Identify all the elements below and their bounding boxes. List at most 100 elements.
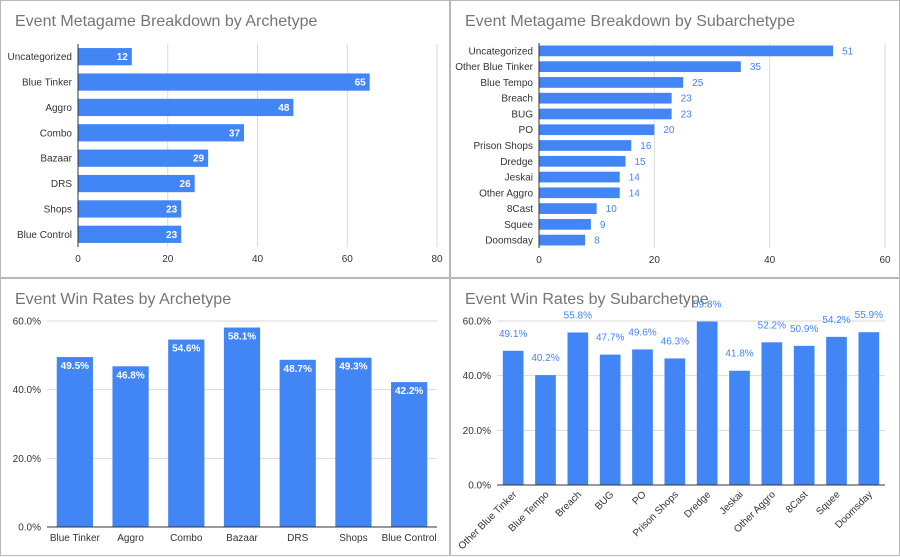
category-label: Blue Tempo (480, 78, 533, 89)
chart-title: Event Metagame Breakdown by Archetype (15, 13, 318, 30)
category-label: Squee (814, 489, 843, 518)
data-label: 49.5% (61, 361, 89, 372)
chart-title: Event Win Rates by Subarchetype (465, 291, 709, 308)
data-label: 48.7% (284, 364, 312, 375)
data-label: 55.8% (564, 310, 592, 321)
data-label: 14 (629, 188, 641, 199)
category-label: Combo (170, 533, 203, 544)
category-label: Doomsday (485, 236, 533, 247)
y-tick-label: 0.0% (468, 481, 491, 492)
bar (391, 382, 428, 527)
data-label: 54.2% (822, 315, 850, 326)
y-tick-label: 40.0% (13, 385, 41, 396)
category-label: Shops (339, 533, 367, 544)
category-label: Dredge (500, 157, 533, 168)
bar (539, 77, 684, 88)
subarchetype-winrate-chart: 0.0% 20.0% 40.0% 60.0% Other Blue Tinker 49.1… (456, 300, 885, 552)
data-label: 9 (600, 220, 606, 231)
category-label: Other Blue Tinker (455, 62, 533, 73)
bar (664, 358, 686, 485)
x-tick-label: 80 (431, 254, 443, 265)
category-label: PO (519, 125, 534, 136)
category-label: Prison Shops (474, 141, 533, 152)
data-label: 20 (663, 125, 675, 136)
bar (539, 203, 597, 214)
chart-panel-subarchetype-breakdown: Event Metagame Breakdown by Subarchetype… (450, 0, 900, 278)
category-label: Other Aggro (479, 188, 533, 199)
category-label: Uncategorized (469, 46, 533, 57)
data-label: 23 (166, 204, 178, 215)
category-label: Squee (504, 220, 533, 231)
bar (56, 357, 93, 527)
chart-title: Event Metagame Breakdown by Subarchetype (465, 13, 795, 30)
category-label: BUG (511, 109, 533, 120)
bar (826, 336, 847, 485)
y-tick-label: 60.0% (13, 317, 41, 328)
bar (535, 375, 556, 485)
y-tick-label: 0.0% (18, 523, 41, 534)
data-label: 14 (629, 173, 641, 184)
category-label: Breach (554, 489, 584, 519)
category-label: Aggro (117, 533, 144, 544)
category-label: BUG (593, 489, 616, 512)
data-label: 23 (681, 109, 693, 120)
bar (78, 48, 132, 66)
bar (567, 332, 589, 485)
data-label: 37 (229, 128, 241, 139)
bar (858, 332, 880, 485)
bar (599, 354, 621, 485)
category-label: DRS (51, 179, 72, 190)
x-tick-label: 60 (879, 255, 891, 266)
data-label: 12 (117, 52, 129, 63)
data-label: 41.8% (725, 349, 753, 360)
bar (502, 350, 524, 485)
bar (279, 359, 316, 527)
bar (539, 140, 632, 151)
category-label: Blue Control (17, 230, 72, 241)
data-label: 49.1% (499, 329, 527, 340)
bar (696, 321, 718, 485)
y-tick-label: 60.0% (463, 317, 491, 328)
bar (539, 218, 591, 230)
bar (793, 345, 815, 485)
chart-title: Event Win Rates by Archetype (15, 291, 232, 308)
bar (539, 108, 672, 120)
bar (539, 124, 655, 136)
data-label: 47.7% (596, 333, 624, 344)
bar (539, 155, 626, 167)
x-tick-label: 0 (536, 255, 542, 266)
x-tick-label: 40 (252, 254, 264, 265)
data-label: 48 (278, 103, 290, 114)
x-tick-label: 60 (342, 254, 354, 265)
category-label: Bazaar (40, 154, 72, 165)
category-label: Blue Tinker (50, 533, 101, 544)
chart-panel-archetype-winrates: Event Win Rates by Archetype 0.0% 20.0% 40… (0, 278, 450, 556)
data-label: 50.9% (790, 324, 818, 335)
data-label: 26 (180, 179, 192, 190)
chart-panel-subarchetype-winrates: Event Win Rates by Subarchetype 0.0% 20.0… (450, 278, 900, 556)
y-tick-label: 20.0% (13, 454, 41, 465)
bar (539, 61, 741, 73)
category-label: Uncategorized (8, 52, 72, 63)
category-label: Shops (44, 204, 72, 215)
category-label: PO (631, 489, 649, 507)
category-label: Aggro (45, 103, 72, 114)
x-tick-label: 20 (162, 254, 174, 265)
x-tick-label: 20 (649, 255, 661, 266)
data-label: 35 (750, 62, 762, 73)
data-label: 49.6% (628, 327, 656, 338)
bar (539, 45, 834, 57)
chart-panel-archetype-breakdown: Event Metagame Breakdown by Archetype 0 2… (0, 0, 450, 278)
category-label: 8Cast (784, 489, 810, 515)
data-label: 23 (681, 94, 693, 105)
data-label: 49.3% (339, 362, 367, 373)
category-label: 8Cast (507, 204, 533, 215)
x-tick-label: 0 (75, 254, 81, 265)
data-label: 16 (640, 141, 652, 152)
bar (335, 357, 372, 527)
category-label: Bazaar (226, 533, 258, 544)
bar (78, 174, 195, 193)
data-label: 42.2% (395, 386, 423, 397)
data-label: 52.2% (758, 320, 786, 331)
bar (78, 149, 209, 167)
